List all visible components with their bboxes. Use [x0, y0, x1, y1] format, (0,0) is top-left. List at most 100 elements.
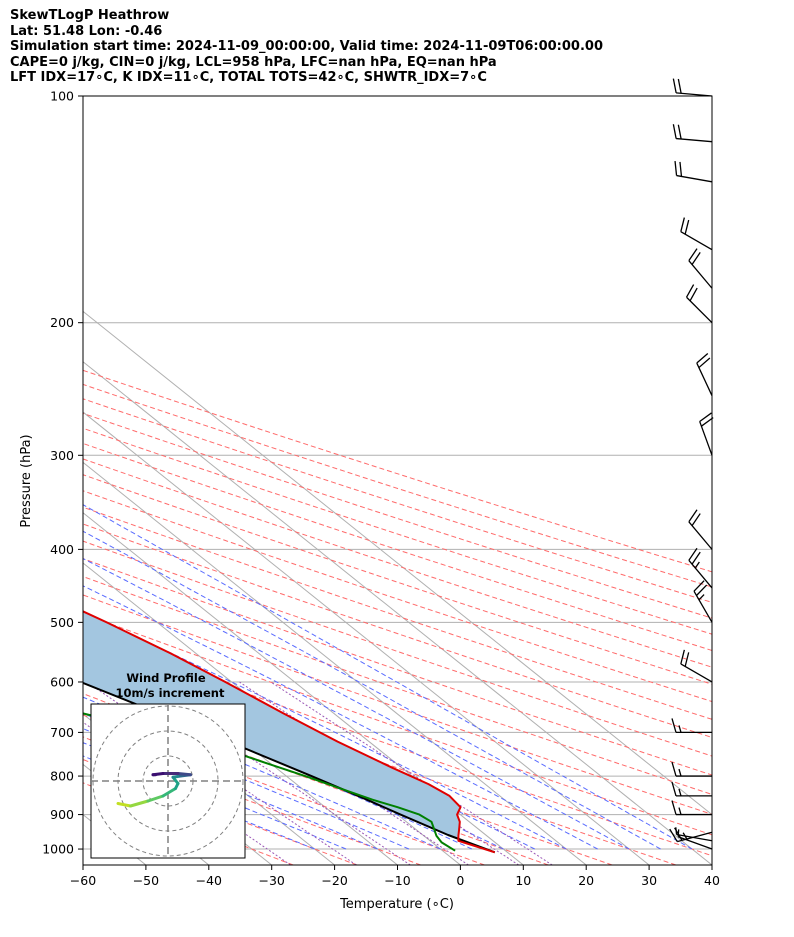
wind-profile-inset: Wind Profile 10m/s increment — [90, 671, 246, 859]
x-tick-label: −10 — [384, 873, 410, 888]
moist-adiabat — [83, 530, 661, 850]
isotherm — [0, 96, 20, 865]
dry-adiabat — [83, 672, 613, 865]
x-tick-label: −20 — [321, 873, 347, 888]
wind-barb-flag — [698, 357, 711, 369]
wind-barb-flag — [684, 219, 690, 235]
wind-barb-flag — [688, 248, 698, 262]
hodograph-segment — [129, 799, 150, 808]
wind-barb-half-flag — [678, 725, 682, 733]
chart-header: SkewTLogP Heathrow Lat: 51.48 Lon: -0.46… — [10, 8, 603, 86]
wind-barb-staff — [696, 362, 713, 396]
x-tick-label: −30 — [259, 873, 285, 888]
wind-barb-flag — [671, 718, 677, 733]
hodograph-segment — [176, 772, 192, 777]
wind-barb-flag — [693, 580, 705, 592]
wind-barb-staff — [688, 260, 713, 289]
wind-barb — [688, 509, 713, 550]
dewpoint-line — [83, 712, 456, 852]
inset-subtitle: 10m/s increment — [116, 686, 225, 700]
y-axis-label: Pressure (hPa) — [19, 434, 34, 527]
wind-barb — [671, 718, 712, 734]
wind-barb — [672, 124, 713, 143]
wind-barb-flag — [684, 652, 690, 667]
chart-title: SkewTLogP Heathrow — [10, 8, 170, 23]
moist-adiabat — [83, 504, 693, 850]
wind-barb-flag — [691, 252, 701, 265]
wind-barb-flag — [696, 353, 709, 364]
wind-barb — [699, 412, 714, 456]
dry-adiabat — [83, 736, 421, 865]
isotherm — [83, 512, 524, 865]
axis-ticks: −60 −50 −40 −30 −20 −10 0 10 20 30 40 1000 900 800 700… — [42, 89, 720, 889]
moist-adiabat — [83, 728, 378, 850]
wind-barb-flag — [696, 584, 708, 596]
y-tick-label: 800 — [50, 769, 74, 784]
wind-barb-flag — [672, 124, 677, 139]
wind-barb-flag — [679, 161, 683, 177]
cape-area — [83, 611, 495, 853]
hodograph-segment — [146, 794, 165, 803]
moist-adiabat — [83, 696, 441, 850]
x-tick-label: 30 — [641, 873, 657, 888]
isotherm — [83, 411, 650, 865]
wind-barb-staff — [676, 174, 713, 183]
wind-barb-staff — [699, 421, 713, 456]
dry-adiabat — [83, 398, 712, 603]
wind-barbs — [669, 78, 714, 850]
x-axis-label: Temperature (∘C) — [339, 897, 454, 912]
x-tick-label: 20 — [578, 873, 594, 888]
wind-barb-flag — [691, 551, 701, 565]
wind-barb — [688, 248, 713, 289]
time-line: Simulation start time: 2024-11-09_00:00:… — [10, 39, 603, 54]
y-tick-label: 100 — [50, 89, 74, 104]
wind-barb — [671, 781, 712, 797]
wind-barb-staff — [676, 137, 713, 143]
wind-barb-flag — [691, 513, 701, 526]
temperature-line — [83, 610, 496, 854]
dry-adiabat — [83, 575, 712, 795]
isotherm — [83, 310, 712, 816]
wind-barb-half-flag — [694, 561, 700, 569]
wind-barb — [674, 161, 713, 183]
wind-barb-flag — [674, 161, 678, 176]
wind-barb-staff — [688, 559, 713, 589]
wind-barb-flag — [677, 78, 682, 94]
wind-barb-flag — [688, 509, 698, 523]
wind-barb-staff — [693, 590, 713, 623]
location-line: Lat: 51.48 Lon: -0.46 — [10, 23, 163, 39]
wind-barb — [693, 580, 713, 623]
wind-barb — [688, 547, 713, 589]
y-tick-label: 200 — [50, 315, 74, 330]
wind-barb-flag — [680, 649, 685, 665]
indices-line-2: LFT IDX=17∘C, K IDX=11∘C, TOTAL TOTS=42∘… — [10, 70, 487, 85]
dry-adiabat — [83, 558, 712, 776]
moist-adiabat — [83, 678, 473, 850]
isotherm — [83, 864, 84, 865]
wind-barb-staff — [686, 296, 713, 324]
wind-barb-flag — [685, 284, 695, 298]
dry-adiabat — [83, 474, 712, 685]
dry-adiabat — [83, 613, 712, 836]
wind-barb-flag — [699, 412, 712, 422]
parcel-line — [83, 681, 496, 854]
wind-barb-staff — [677, 836, 713, 850]
x-tick-label: 40 — [704, 873, 720, 888]
dry-adiabat — [83, 523, 712, 738]
wind-barb-staff — [680, 663, 713, 683]
wind-barb-staff — [676, 92, 713, 97]
wind-barb — [671, 761, 712, 777]
indices-line-1: CAPE=0 j/kg, CIN=0 j/kg, LCL=958 hPa, LF… — [10, 54, 497, 70]
cin-area-fill — [83, 611, 495, 853]
hodograph-segment — [161, 787, 177, 798]
wind-barb-flag — [671, 781, 677, 797]
dry-adiabat — [83, 540, 712, 757]
wind-barb-flag — [671, 761, 677, 777]
wind-barb-half-flag — [698, 594, 705, 601]
wind-barb-half-flag — [678, 807, 682, 815]
x-tick-label: 10 — [515, 873, 531, 888]
moist-adiabat — [83, 585, 598, 850]
y-tick-label: 700 — [50, 725, 74, 740]
wind-barb-staff — [677, 831, 713, 843]
wind-barb-flag — [677, 124, 682, 140]
